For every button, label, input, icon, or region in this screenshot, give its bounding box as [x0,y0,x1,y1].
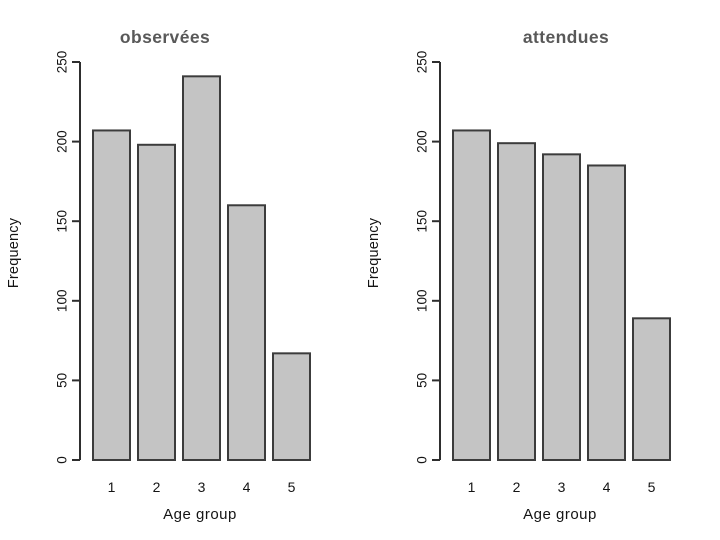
bar-1 [452,129,491,461]
y-tick-label: 250 [55,51,70,74]
y-tick-label: 150 [55,210,70,233]
x-axis-label: Age group [163,506,237,523]
y-tick-label: 50 [415,373,430,388]
chart-attendues: attendues Frequency 0 50 100 150 200 250 1 2 3 4 5… [360,0,720,540]
y-tick-label: 0 [55,456,70,464]
y-tick-label: 100 [55,290,70,313]
bar-5 [632,317,671,462]
y-tick-label: 250 [415,51,430,74]
y-tick-label: 100 [415,290,430,313]
y-tick-label: 50 [55,373,70,388]
x-tick-label: 3 [198,479,206,495]
x-tick-label: 5 [288,479,296,495]
bar-5 [272,352,311,461]
bar-2 [497,142,536,462]
chart-observees: observées Frequency 0 50 100 150 200 250 1 2 3 4 5… [6,27,311,523]
x-tick-label: 4 [243,479,251,495]
barplot-observees: 0 50 100 150 200 250 1 2 3 4 5 [55,51,311,495]
x-tick-label: 1 [108,479,116,495]
y-tick-label: 150 [415,210,430,233]
chart-title-attendues: attendues [522,27,610,47]
bar-2 [137,143,176,461]
x-tick-label: 2 [153,479,161,495]
bar-4 [227,204,266,461]
y-tick-label: 0 [415,456,430,464]
bar-3 [182,75,221,461]
bar-3 [542,153,581,461]
x-tick-label: 1 [468,479,476,495]
y-tick-label: 200 [55,130,70,153]
bar-4 [587,164,626,461]
barplot-attendues: 0 50 100 150 200 250 1 2 3 4 5 [415,51,671,495]
x-tick-label: 4 [603,479,611,495]
x-tick-label: 2 [513,479,521,495]
bar-1 [92,129,131,461]
chart-title-observees: observées [119,27,211,47]
x-tick-label: 3 [558,479,566,495]
y-tick-label: 200 [415,130,430,153]
x-tick-label: 5 [648,479,656,495]
x-axis-label: Age group [523,506,597,523]
